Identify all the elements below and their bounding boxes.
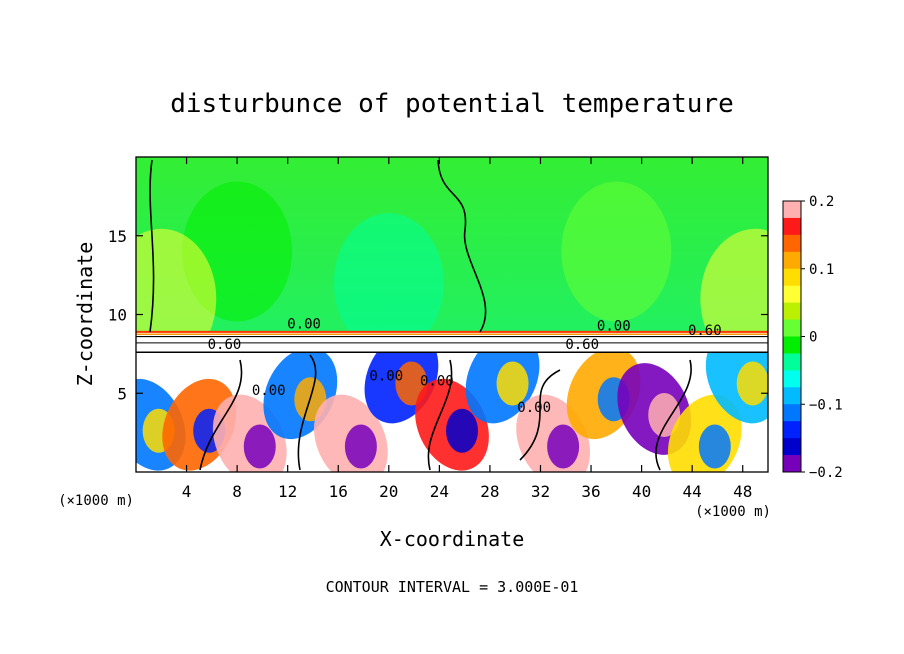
colorbar: 0.2 0.1 0 −0.1 −0.2 xyxy=(782,194,843,481)
field-region xyxy=(561,181,672,322)
colorbar-tick-label: −0.2 xyxy=(809,465,843,481)
colorbar-swatch xyxy=(783,217,801,236)
x-tick-label: 48 xyxy=(733,482,752,501)
contour-line xyxy=(437,159,487,333)
contour-label: 0.60 xyxy=(565,337,599,353)
x-tick-label: 4 xyxy=(182,482,192,501)
contour-label: 0.00 xyxy=(369,369,403,385)
field-region xyxy=(736,361,768,406)
colorbar-swatch xyxy=(783,251,801,270)
field-region xyxy=(547,424,580,469)
colorbar-swatch xyxy=(783,268,801,287)
colorbar-swatch xyxy=(783,421,801,439)
field-region xyxy=(446,408,478,453)
colorbar-swatch xyxy=(783,438,801,456)
x-tick-label: 40 xyxy=(632,482,651,501)
contour-interval-note: CONTOUR INTERVAL = 3.000E-01 xyxy=(326,578,579,596)
contour-label: 0.60 xyxy=(208,337,242,353)
contour-label: 0.00 xyxy=(287,317,321,333)
colorbar-swatch xyxy=(783,353,801,371)
x-tick-label: 44 xyxy=(683,482,702,501)
contour-line xyxy=(199,359,243,471)
colorbar-swatch xyxy=(783,201,801,219)
plot-area xyxy=(136,157,768,472)
x-axis-label: X-coordinate xyxy=(380,527,525,551)
x-tick-label: 32 xyxy=(531,482,550,501)
field-region xyxy=(648,393,681,437)
colorbar-swatch xyxy=(783,404,801,422)
x-tick-label: 24 xyxy=(430,482,449,501)
contour-line xyxy=(655,359,692,471)
colorbar-tick-label: 0 xyxy=(809,330,817,346)
colorbar-swatch xyxy=(783,387,801,405)
y-tick-label: 10 xyxy=(108,306,127,325)
colorbar-tick-label: 0.1 xyxy=(809,262,834,278)
x-unit-right: (×1000 m) xyxy=(695,504,771,520)
x-tick-label: 20 xyxy=(379,482,398,501)
field-region xyxy=(496,361,529,406)
contour-line xyxy=(149,159,155,333)
x-tick-label: 12 xyxy=(278,482,297,501)
field-region xyxy=(698,424,731,469)
colorbar-swatch xyxy=(783,302,801,321)
contour-label: 0.00 xyxy=(252,383,286,399)
contour-label: 0.60 xyxy=(688,323,722,339)
x-unit-left: (×1000 m) xyxy=(58,493,134,509)
field-region xyxy=(243,424,276,469)
colorbar-swatch xyxy=(783,455,801,473)
colorbar-swatch xyxy=(783,234,801,253)
x-tick-label: 36 xyxy=(581,482,600,501)
field-region xyxy=(333,213,444,353)
y-tick-label: 5 xyxy=(117,384,127,403)
colorbar-tick-label: 0.2 xyxy=(809,194,834,210)
colorbar-tick-label: −0.1 xyxy=(809,397,843,413)
colorbar-swatch xyxy=(783,285,801,304)
contour-line xyxy=(297,354,317,471)
x-tick-label: 16 xyxy=(329,482,348,501)
y-axis-label: Z-coordinate xyxy=(73,242,97,387)
x-tick-label: 28 xyxy=(480,482,499,501)
colorbar-swatch xyxy=(783,336,801,354)
contour-label: 0.00 xyxy=(597,318,631,334)
contour-line xyxy=(427,359,453,471)
y-tick-label: 15 xyxy=(108,227,127,246)
contour-label: 0.00 xyxy=(420,373,454,389)
colorbar-swatch xyxy=(783,319,801,337)
chart-title: disturbunce of potential temperature xyxy=(170,89,734,119)
x-tick-label: 8 xyxy=(232,482,242,501)
contour-line xyxy=(519,369,561,461)
field-region xyxy=(344,424,377,469)
colorbar-swatch xyxy=(783,370,801,388)
contour-label: 0.00 xyxy=(517,400,551,416)
